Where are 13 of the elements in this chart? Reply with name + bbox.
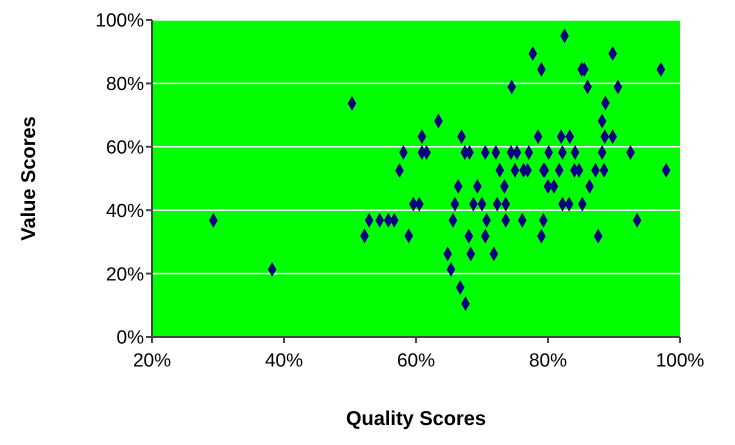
y-tick-label: 60% [106,138,144,159]
x-tick-label: 80% [528,350,568,372]
x-tick-label: 60% [396,350,436,372]
x-tick-label: 20% [132,350,172,372]
y-axis-title: Value Scores [18,116,40,241]
x-tick-label: 100% [656,350,704,372]
x-axis-title: Quality Scores [346,408,486,430]
y-tick-label: 0% [116,328,144,349]
y-tick-label: 80% [106,74,144,96]
y-tick-label: 40% [106,200,144,222]
x-tick-label: 40% [264,350,304,372]
y-tick-label: 20% [106,264,144,286]
y-tick-label: 100% [95,10,144,32]
